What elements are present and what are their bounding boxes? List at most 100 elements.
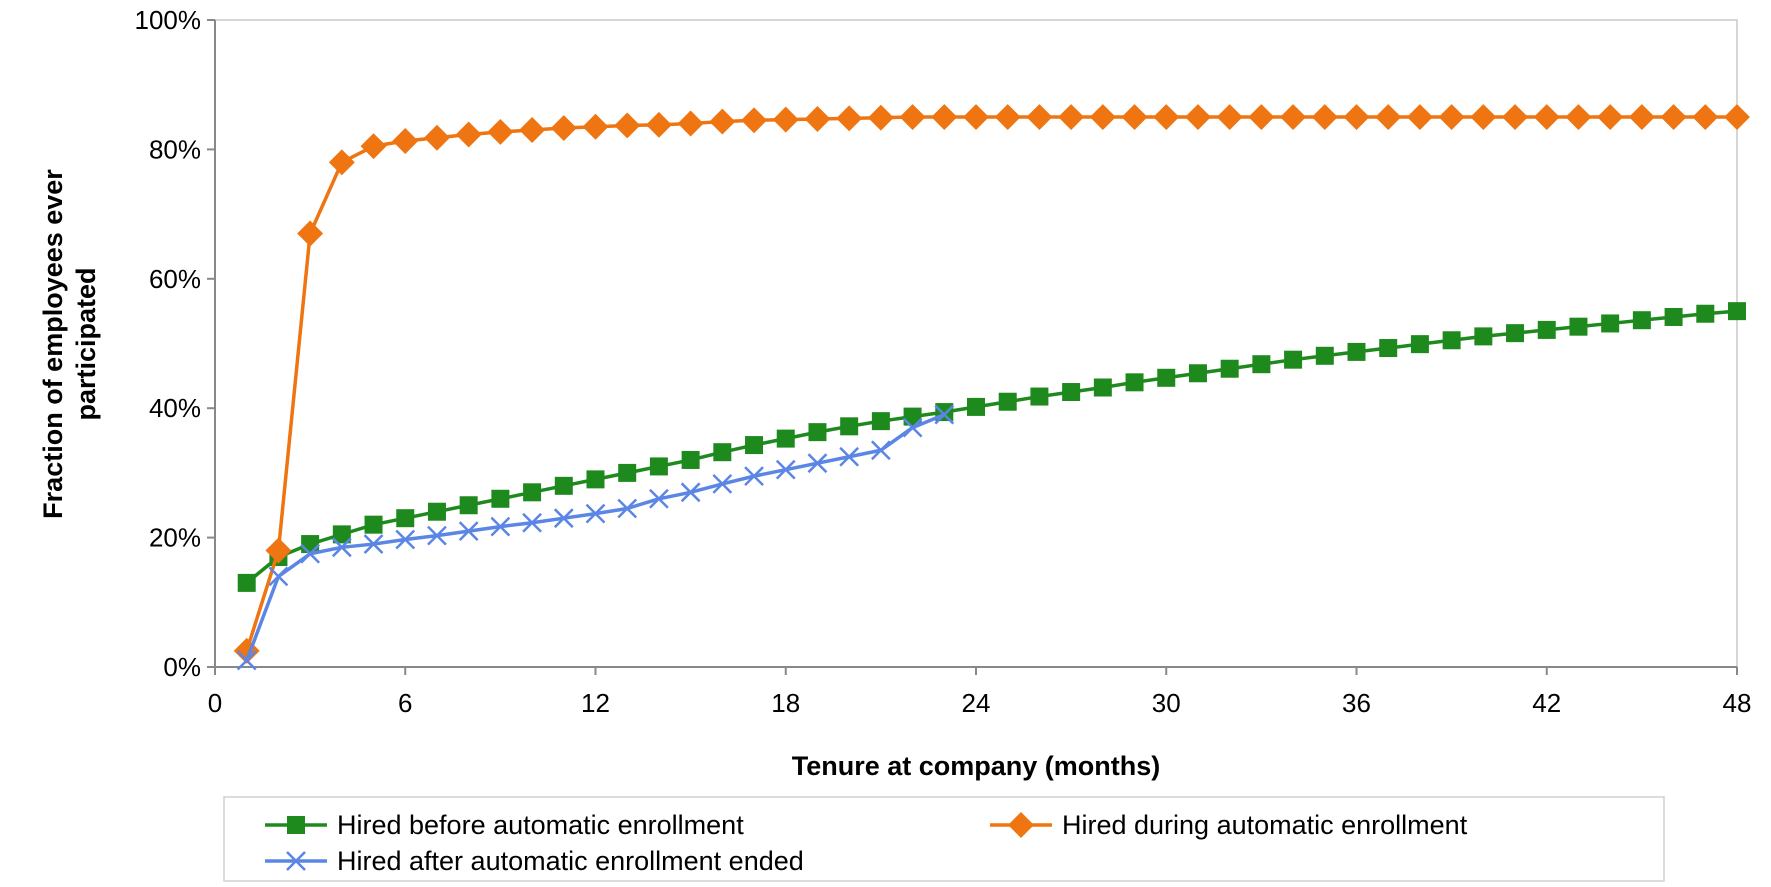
diamond-marker bbox=[1153, 104, 1180, 131]
square-marker bbox=[967, 397, 985, 416]
square-marker bbox=[1125, 373, 1144, 392]
square-marker bbox=[1601, 314, 1620, 333]
diamond-marker bbox=[1502, 104, 1529, 131]
y-tick-label: 0% bbox=[163, 652, 201, 682]
square-marker bbox=[998, 392, 1017, 411]
x-marker bbox=[585, 503, 606, 524]
square-marker bbox=[1093, 378, 1112, 397]
square-marker bbox=[840, 417, 859, 436]
diamond-marker bbox=[1121, 104, 1148, 131]
square-marker bbox=[523, 483, 542, 502]
square-marker bbox=[713, 443, 732, 462]
diamond-marker bbox=[804, 106, 831, 132]
square-marker bbox=[1632, 311, 1651, 330]
square-marker bbox=[237, 573, 256, 592]
square-marker bbox=[1188, 364, 1207, 383]
square-marker bbox=[1284, 350, 1303, 369]
diamond-marker bbox=[233, 637, 260, 664]
x-marker bbox=[649, 488, 669, 509]
square-marker bbox=[427, 502, 446, 521]
x-tick-label: 30 bbox=[1152, 688, 1181, 718]
x-marker bbox=[839, 446, 860, 467]
x-marker bbox=[427, 525, 447, 546]
y-tick-label: 60% bbox=[149, 264, 201, 294]
square-marker bbox=[396, 509, 415, 528]
square-marker bbox=[287, 816, 305, 834]
x-tick-label: 24 bbox=[962, 688, 991, 718]
diamond-marker bbox=[265, 537, 292, 564]
square-marker bbox=[332, 525, 351, 544]
diamond-marker bbox=[1597, 104, 1624, 131]
square-marker bbox=[1664, 307, 1683, 326]
diamond-marker bbox=[1692, 104, 1719, 131]
diamond-marker bbox=[614, 112, 641, 139]
x-tick-label: 0 bbox=[208, 688, 222, 718]
diamond-marker bbox=[487, 118, 514, 145]
square-marker bbox=[1157, 368, 1176, 387]
diamond-marker bbox=[1216, 104, 1243, 131]
diamond-marker bbox=[1628, 104, 1655, 131]
x-marker bbox=[236, 650, 257, 671]
diamond-marker bbox=[519, 117, 546, 143]
series-2 bbox=[236, 404, 955, 671]
x-tick-group: 0 6 12 18 24 30 36 42 48 bbox=[208, 667, 1752, 718]
x-tick-label: 6 bbox=[398, 688, 412, 718]
y-axis-title-line: participated bbox=[71, 267, 101, 420]
square-marker bbox=[903, 407, 922, 426]
square-marker bbox=[1506, 324, 1525, 343]
legend: Hired before automatic enrollment Hired d… bbox=[265, 810, 1468, 876]
y-axis-title-line: Fraction of employees ever bbox=[38, 169, 68, 519]
diamond-marker bbox=[772, 106, 799, 133]
square-marker bbox=[681, 450, 700, 469]
diamond-marker bbox=[1280, 104, 1307, 131]
diamond-marker bbox=[994, 104, 1021, 131]
x-tick-label: 36 bbox=[1342, 688, 1371, 718]
diamond-marker bbox=[836, 105, 863, 132]
square-marker bbox=[1569, 317, 1588, 336]
x-marker bbox=[807, 453, 828, 474]
x-marker bbox=[553, 508, 574, 529]
square-marker bbox=[871, 412, 890, 431]
square-marker bbox=[745, 436, 764, 455]
y-tick-label: 80% bbox=[149, 134, 201, 164]
diamond-marker bbox=[360, 133, 387, 160]
x-tick-label: 18 bbox=[771, 688, 800, 718]
square-marker bbox=[491, 489, 510, 508]
square-marker bbox=[1474, 327, 1493, 346]
y-tick-label: 20% bbox=[149, 523, 201, 553]
diamond-marker bbox=[1311, 104, 1338, 131]
x-marker bbox=[870, 440, 891, 461]
x-marker bbox=[680, 482, 701, 503]
legend-item: Hired after automatic enrollment ended bbox=[265, 846, 804, 876]
legend-box bbox=[223, 796, 1665, 882]
square-marker bbox=[1220, 359, 1239, 378]
legend-label: Hired during automatic enrollment bbox=[1062, 810, 1468, 840]
x-marker bbox=[458, 521, 479, 542]
diamond-marker bbox=[1343, 104, 1370, 131]
square-marker bbox=[554, 476, 573, 495]
x-marker bbox=[286, 851, 306, 871]
square-marker bbox=[1347, 342, 1366, 361]
square-marker bbox=[586, 470, 605, 489]
diamond-marker bbox=[455, 121, 482, 148]
series-1 bbox=[233, 104, 1750, 664]
x-marker bbox=[363, 534, 384, 554]
y-tick-label: 100% bbox=[135, 5, 202, 35]
legend-item: Hired during automatic enrollment bbox=[990, 810, 1468, 840]
diamond-marker bbox=[1375, 104, 1402, 131]
x-marker bbox=[934, 404, 955, 425]
x-marker bbox=[395, 529, 416, 550]
diamond-marker bbox=[867, 104, 894, 131]
diamond-marker bbox=[1008, 812, 1034, 838]
x-tick-label: 48 bbox=[1723, 688, 1752, 718]
diamond-marker bbox=[423, 124, 450, 151]
square-marker bbox=[1728, 302, 1746, 321]
legend-item: Hired before automatic enrollment bbox=[265, 810, 744, 840]
diamond-marker bbox=[741, 107, 768, 134]
diamond-marker bbox=[582, 113, 609, 140]
x-marker bbox=[268, 566, 289, 587]
series-group bbox=[233, 104, 1750, 671]
diamond-marker bbox=[550, 115, 577, 142]
x-marker bbox=[617, 498, 638, 519]
y-tick-label: 40% bbox=[149, 393, 201, 423]
